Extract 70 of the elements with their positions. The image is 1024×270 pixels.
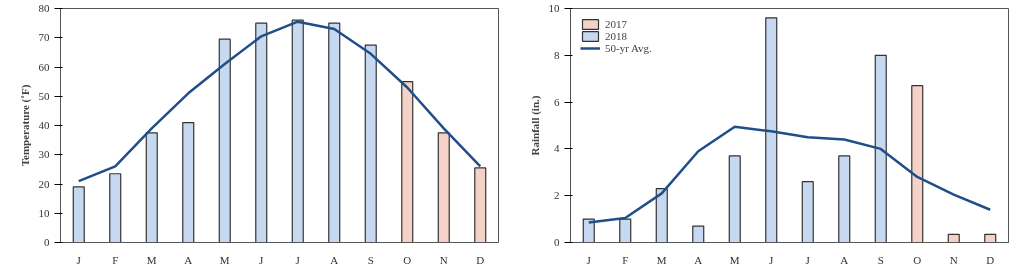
y-tick-label: 4 [554, 142, 560, 155]
x-tick-label: M [729, 253, 740, 266]
x-tick-label: O [913, 253, 922, 266]
x-tick-label: A [184, 253, 193, 266]
y-tick-label: 8 [554, 48, 560, 61]
x-tick-label: N [439, 253, 448, 266]
bar [619, 218, 632, 243]
bar [437, 132, 450, 243]
y-axis-title: Temperature (˚F) [18, 84, 32, 167]
bar [72, 186, 85, 243]
x-tick-label: O [403, 253, 412, 266]
line-series [587, 125, 992, 224]
x-tick-label: D [476, 253, 485, 266]
x-tick-label: D [986, 253, 995, 266]
x-tick-label: J [295, 253, 301, 266]
bar [911, 85, 924, 243]
bar [474, 167, 487, 243]
x-tick-label: N [949, 253, 958, 266]
x-tick-label: M [656, 253, 667, 266]
x-tick-label: M [146, 253, 157, 266]
bar [582, 218, 595, 243]
bar [838, 155, 851, 243]
bar [145, 132, 158, 243]
y-tick-label: 60 [38, 60, 50, 73]
bar [655, 188, 668, 243]
x-tick-label: A [840, 253, 849, 266]
x-tick-label: J [805, 253, 811, 266]
bar [765, 17, 778, 243]
line-series [77, 20, 482, 183]
legend-label: 2018 [605, 30, 627, 42]
x-tick-label: J [259, 253, 265, 266]
x-tick-label: J [769, 253, 775, 266]
bar [728, 155, 741, 243]
y-tick-label: 6 [554, 95, 560, 108]
bar [291, 19, 304, 243]
y-tick-label: 30 [38, 148, 50, 161]
bar [364, 44, 377, 243]
bar [218, 38, 231, 243]
y-tick-label: 80 [38, 2, 50, 14]
y-tick-label: 40 [38, 119, 50, 131]
bar [109, 173, 122, 243]
x-tick-label: S [367, 253, 374, 266]
y-tick-label: 20 [38, 177, 50, 190]
y-tick-label: 10 [38, 206, 50, 219]
bar [255, 22, 268, 243]
x-tick-label: F [112, 253, 119, 266]
bar [947, 233, 960, 243]
bar [182, 121, 195, 243]
x-tick-label: S [877, 253, 884, 266]
y-tick-label: 10 [548, 2, 560, 14]
x-tick-label: F [622, 253, 629, 266]
legend-label: 2017 [605, 18, 627, 30]
y-axis-title: Rainfall (in.) [528, 95, 542, 156]
x-tick-label: J [586, 253, 592, 266]
x-tick-label: J [76, 253, 82, 266]
legend-label: 50-yr Avg. [605, 42, 652, 54]
y-tick-label: 70 [38, 31, 50, 44]
x-tick-label: M [219, 253, 230, 266]
y-tick-label: 2 [554, 189, 560, 202]
bar [692, 225, 705, 243]
y-tick-label: 0 [554, 236, 560, 248]
x-tick-label: A [330, 253, 339, 266]
y-tick-label: 50 [38, 89, 50, 102]
bar [328, 22, 341, 243]
bar [801, 181, 814, 243]
x-tick-label: A [694, 253, 703, 266]
bar [401, 81, 414, 243]
y-tick-label: 0 [44, 236, 50, 248]
bar [874, 54, 887, 243]
bar [984, 233, 997, 243]
